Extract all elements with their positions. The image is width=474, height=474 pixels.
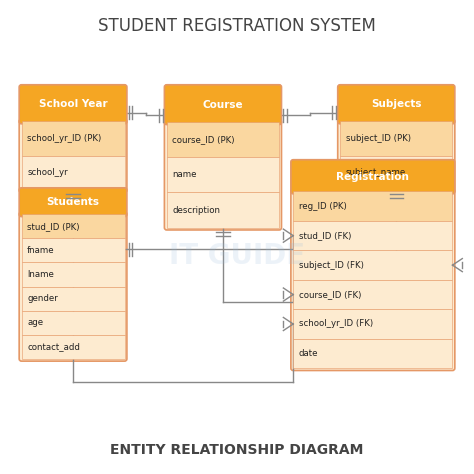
Bar	[21, 238, 125, 263]
Text: gender: gender	[27, 294, 58, 303]
Text: name: name	[173, 171, 197, 180]
FancyBboxPatch shape	[19, 188, 127, 217]
Text: ENTITY RELATIONSHIP DIAGRAM: ENTITY RELATIONSHIP DIAGRAM	[110, 443, 364, 457]
Text: subject_ID (PK): subject_ID (PK)	[346, 134, 410, 143]
Text: subject_ID (FK): subject_ID (FK)	[299, 261, 364, 270]
Text: school_yr_ID (PK): school_yr_ID (PK)	[27, 134, 101, 143]
Text: IT GUIDE: IT GUIDE	[169, 242, 305, 270]
Bar	[293, 191, 453, 221]
Text: school_yr: school_yr	[27, 168, 68, 177]
FancyBboxPatch shape	[291, 160, 455, 194]
Text: Registration: Registration	[337, 172, 409, 182]
FancyBboxPatch shape	[291, 189, 455, 371]
Bar	[21, 121, 125, 156]
Text: Subjects: Subjects	[371, 99, 421, 109]
FancyBboxPatch shape	[337, 119, 455, 192]
Text: reg_ID (PK): reg_ID (PK)	[299, 202, 346, 211]
FancyBboxPatch shape	[19, 212, 127, 361]
Bar	[167, 157, 279, 192]
Text: description: description	[173, 206, 220, 215]
Text: contact_add: contact_add	[27, 342, 80, 351]
Text: course_ID (FK): course_ID (FK)	[299, 290, 361, 299]
Bar	[21, 214, 125, 238]
FancyBboxPatch shape	[164, 85, 282, 125]
Text: stud_ID (FK): stud_ID (FK)	[299, 231, 351, 240]
FancyBboxPatch shape	[164, 120, 282, 230]
Text: lname: lname	[27, 270, 54, 279]
FancyBboxPatch shape	[19, 119, 127, 192]
Bar	[167, 122, 279, 157]
Bar	[21, 286, 125, 310]
Bar	[167, 192, 279, 228]
Bar	[293, 339, 453, 368]
Bar	[293, 309, 453, 339]
Text: school_yr_ID (FK): school_yr_ID (FK)	[299, 319, 373, 328]
Bar	[21, 335, 125, 359]
Bar	[340, 156, 453, 190]
Text: Course: Course	[202, 100, 243, 109]
Text: STUDENT REGISTRATION SYSTEM: STUDENT REGISTRATION SYSTEM	[98, 17, 376, 35]
Bar	[293, 250, 453, 280]
Text: fname: fname	[27, 246, 55, 255]
Text: date: date	[299, 349, 319, 358]
Bar	[21, 156, 125, 190]
Bar	[21, 263, 125, 286]
Text: age: age	[27, 318, 43, 327]
Bar	[293, 221, 453, 250]
FancyBboxPatch shape	[337, 85, 455, 124]
Text: Students: Students	[46, 197, 100, 207]
FancyBboxPatch shape	[19, 85, 127, 124]
Text: subject_name: subject_name	[346, 168, 406, 177]
Bar	[21, 310, 125, 335]
Bar	[293, 280, 453, 309]
Text: School Year: School Year	[39, 99, 107, 109]
Text: stud_ID (PK): stud_ID (PK)	[27, 222, 80, 231]
Text: course_ID (PK): course_ID (PK)	[173, 135, 235, 144]
Bar	[340, 121, 453, 156]
